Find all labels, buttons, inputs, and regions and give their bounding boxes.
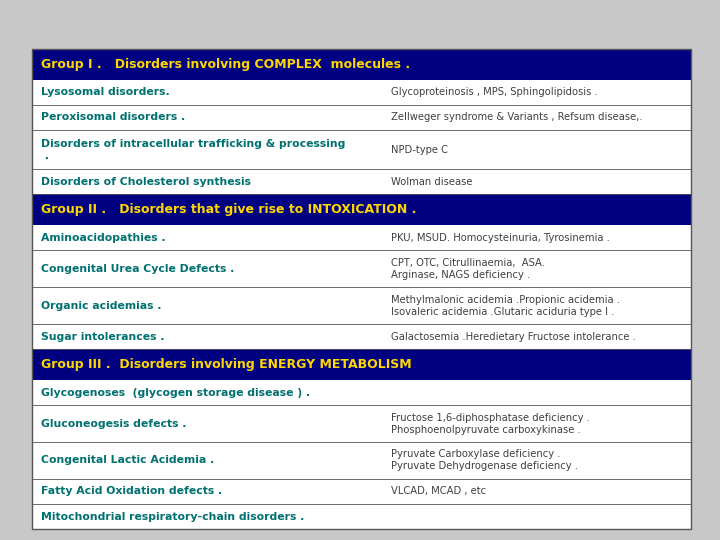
- Text: Glycoproteinosis , MPS, Sphingolipidosis .: Glycoproteinosis , MPS, Sphingolipidosis…: [391, 87, 598, 97]
- Text: PKU, MSUD. Homocysteinuria, Tyrosinemia .: PKU, MSUD. Homocysteinuria, Tyrosinemia …: [391, 233, 610, 243]
- Text: Peroxisomal disorders .: Peroxisomal disorders .: [41, 112, 185, 123]
- FancyBboxPatch shape: [32, 49, 691, 79]
- Text: Wolman disease: Wolman disease: [391, 177, 472, 187]
- FancyBboxPatch shape: [32, 49, 691, 529]
- Text: Pyruvate Carboxylase deficiency .
Pyruvate Dehydrogenase deficiency .: Pyruvate Carboxylase deficiency . Pyruva…: [391, 449, 577, 471]
- Text: Sugar intolerances .: Sugar intolerances .: [41, 332, 165, 341]
- Text: Congenital Urea Cycle Defects .: Congenital Urea Cycle Defects .: [41, 264, 235, 274]
- Text: Galactosemia .Heredietary Fructose intolerance .: Galactosemia .Heredietary Fructose intol…: [391, 332, 636, 341]
- Text: Group I .   Disorders involving COMPLEX  molecules .: Group I . Disorders involving COMPLEX mo…: [41, 58, 410, 71]
- Text: Zellweger syndrome & Variants , Refsum disease,.: Zellweger syndrome & Variants , Refsum d…: [391, 112, 642, 123]
- Text: Group II .   Disorders that give rise to INTOXICATION .: Group II . Disorders that give rise to I…: [41, 203, 416, 216]
- Text: Disorders of intracellular trafficking & processing
 .: Disorders of intracellular trafficking &…: [41, 139, 346, 160]
- Text: VLCAD, MCAD , etc: VLCAD, MCAD , etc: [391, 487, 486, 496]
- Text: Fructose 1,6-diphosphatase deficiency .
Phosphoenolpyruvate carboxykinase .: Fructose 1,6-diphosphatase deficiency . …: [391, 413, 590, 435]
- Text: Group III .  Disorders involving ENERGY METABOLISM: Group III . Disorders involving ENERGY M…: [41, 358, 412, 371]
- Text: Fatty Acid Oxidation defects .: Fatty Acid Oxidation defects .: [41, 487, 222, 496]
- Text: Congenital Lactic Acidemia .: Congenital Lactic Acidemia .: [41, 455, 215, 465]
- FancyBboxPatch shape: [32, 349, 691, 380]
- Text: Gluconeogesis defects .: Gluconeogesis defects .: [41, 418, 186, 429]
- Text: Aminoacidopathies .: Aminoacidopathies .: [41, 233, 166, 243]
- FancyBboxPatch shape: [32, 194, 691, 225]
- Text: Organic acidemias .: Organic acidemias .: [41, 301, 161, 310]
- Text: Methylmalonic acidemia .Propionic acidemia .
Isovaleric acidemia .Glutaric acidu: Methylmalonic acidemia .Propionic acidem…: [391, 294, 620, 316]
- Text: Mitochondrial respiratory-chain disorders .: Mitochondrial respiratory-chain disorder…: [41, 511, 305, 522]
- Text: NPD-type C: NPD-type C: [391, 145, 448, 154]
- Text: Glycogenoses  (glycogen storage disease ) .: Glycogenoses (glycogen storage disease )…: [41, 388, 310, 397]
- Text: CPT, OTC, Citrullinaemia,  ASA.
Arginase, NAGS deficiency .: CPT, OTC, Citrullinaemia, ASA. Arginase,…: [391, 258, 544, 280]
- Text: Lysosomal disorders.: Lysosomal disorders.: [41, 87, 170, 97]
- Text: Disorders of Cholesterol synthesis: Disorders of Cholesterol synthesis: [41, 177, 251, 187]
